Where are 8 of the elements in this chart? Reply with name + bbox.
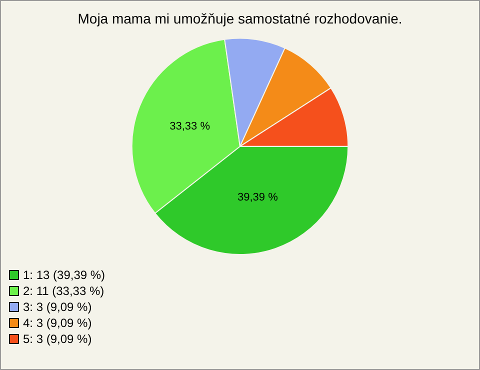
legend-label: 4: 3 (9,09 %)	[23, 316, 92, 330]
legend-label: 1: 13 (39,39 %)	[23, 268, 106, 282]
data-label: 33,33 %	[170, 120, 210, 132]
legend-label: 5: 3 (9,09 %)	[23, 332, 92, 346]
chart-title: Moja mama mi umožňuje samostatné rozhodovanie.	[78, 10, 402, 26]
legend-label: 2: 11 (33,33 %)	[23, 284, 104, 298]
data-label: 39,39 %	[237, 192, 278, 204]
legend-label: 3: 3 (9,09 %)	[23, 300, 92, 314]
